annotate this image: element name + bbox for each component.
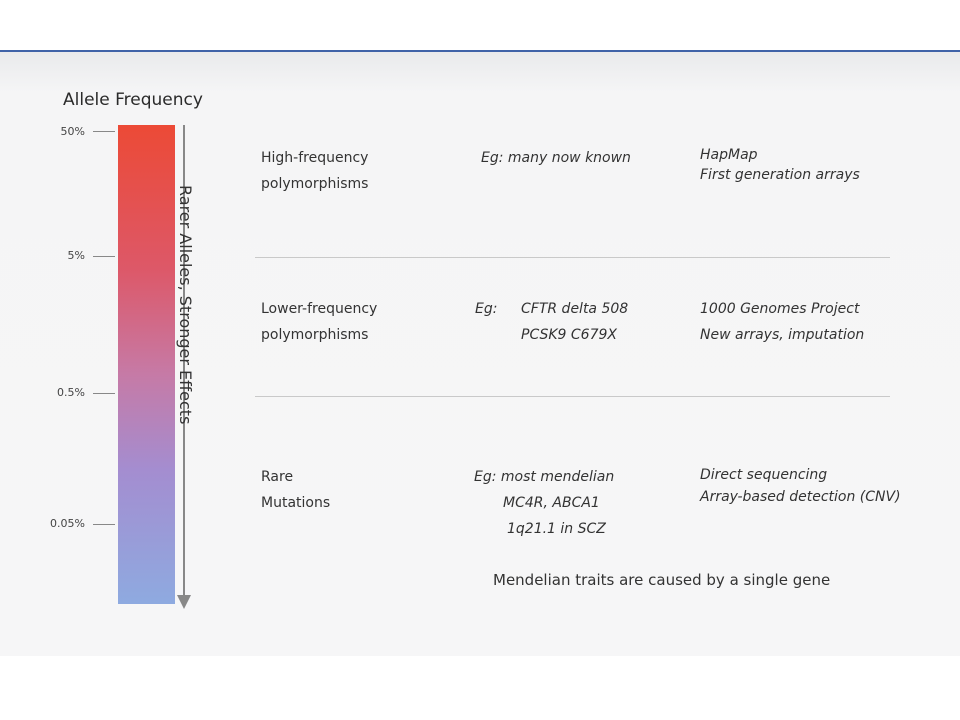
category-line: Lower-frequency [261, 301, 378, 317]
tick-mark-0-05 [93, 524, 115, 525]
allele-frequency-heading: Allele Frequency [63, 90, 203, 110]
tick-label-50: 50% [60, 125, 85, 138]
category-line: polymorphisms [261, 176, 369, 192]
examples-high-frequency: Eg: many now known [481, 145, 631, 171]
row-divider-1 [255, 257, 890, 258]
tick-mark-0-5 [93, 393, 115, 394]
examples-lower-frequency: CFTR delta 508 PCSK9 C679X [521, 296, 628, 348]
tick-label-0-5: 0.5% [57, 386, 85, 399]
category-rare-mutations: Rare Mutations [261, 464, 330, 516]
example-line: PCSK9 C679X [521, 327, 617, 343]
frequency-gradient-bar [118, 125, 175, 604]
method-line: 1000 Genomes Project [700, 301, 860, 317]
category-high-frequency: High-frequency polymorphisms [261, 145, 368, 197]
example-line: 1q21.1 in SCZ [507, 521, 606, 537]
tick-mark-5 [93, 256, 115, 257]
method-line: New arrays, imputation [700, 327, 865, 343]
examples-prefix: Eg: many now known [481, 150, 631, 166]
down-arrow-icon [177, 125, 191, 609]
examples-rare-mutations: Eg: most mendelian MC4R, ABCA1 1q21.1 in… [474, 464, 614, 542]
examples-prefix-lower-frequency: Eg: [475, 301, 498, 317]
bottom-margin [0, 656, 960, 720]
category-line: Mutations [261, 495, 331, 511]
example-line: CFTR delta 508 [521, 301, 629, 317]
mendelian-note: Mendelian traits are caused by a single … [493, 571, 831, 589]
top-rule [0, 0, 960, 52]
arrow-label: Rarer Alleles, Stronger Effects [176, 185, 195, 425]
methods-high-frequency: HapMap First generation arrays [700, 145, 860, 185]
tick-mark-50 [93, 131, 115, 132]
methods-lower-frequency: 1000 Genomes Project New arrays, imputat… [700, 296, 864, 348]
tick-label-5: 5% [67, 249, 85, 262]
method-line: HapMap [700, 147, 758, 163]
methods-rare-mutations: Direct sequencing Array-based detection … [700, 464, 901, 508]
method-line: Array-based detection (CNV) [700, 489, 901, 505]
method-line: First generation arrays [700, 167, 860, 183]
category-line: Rare [261, 469, 294, 485]
row-divider-2 [255, 396, 890, 397]
method-line: Direct sequencing [700, 467, 828, 483]
examples-prefix: Eg: most mendelian [474, 469, 615, 485]
example-line: MC4R, ABCA1 [503, 495, 600, 511]
category-line: polymorphisms [261, 327, 369, 343]
category-line: High-frequency [261, 150, 369, 166]
tick-label-0-05: 0.05% [50, 517, 85, 530]
category-lower-frequency: Lower-frequency polymorphisms [261, 296, 377, 348]
